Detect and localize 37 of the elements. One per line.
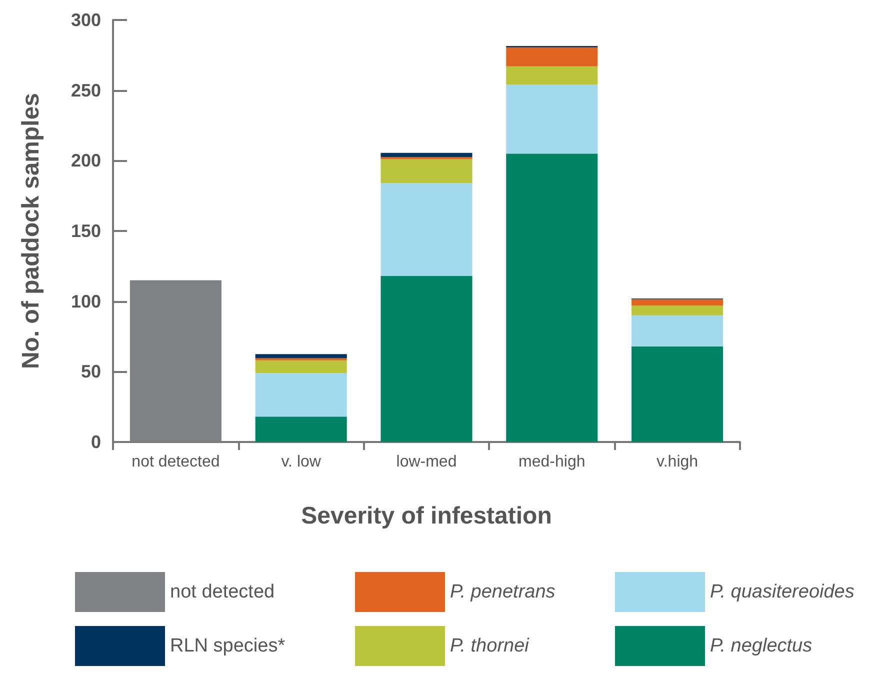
y-tick-label: 250 <box>70 80 101 100</box>
bar <box>255 354 347 358</box>
bar <box>506 66 598 85</box>
x-tick-label: v. low <box>281 454 322 470</box>
legend-label: P. thornei <box>450 636 530 656</box>
bar <box>506 154 598 442</box>
bar <box>632 306 724 316</box>
x-tick-label: low-med <box>396 454 457 470</box>
bar <box>380 276 472 442</box>
x-tick-label: v.high <box>656 454 698 470</box>
bar <box>506 47 598 66</box>
y-tick-label: 50 <box>80 362 101 382</box>
legend-label: P. quasitereoides <box>710 582 855 602</box>
bar <box>380 159 472 184</box>
y-tick-label: 100 <box>70 291 101 312</box>
bar <box>255 373 347 417</box>
bar <box>380 152 472 158</box>
x-axis-title: Severity of infestation <box>301 502 552 530</box>
y-tick-label: 150 <box>70 221 101 241</box>
y-tick-label: 0 <box>90 432 101 452</box>
legend-label: P. penetrans <box>450 582 556 602</box>
legend-label: RLN species* <box>170 636 286 656</box>
y-tick-label: 300 <box>70 10 101 30</box>
bar <box>380 183 472 276</box>
bar <box>632 346 724 442</box>
bar <box>255 360 347 374</box>
bar <box>255 416 347 442</box>
bar <box>632 315 724 346</box>
y-tick-label: 200 <box>70 150 101 171</box>
legend-label: not detected <box>170 582 275 602</box>
bar <box>632 299 724 306</box>
x-tick-label: med-high <box>518 454 586 470</box>
legend-label: P. neglectus <box>710 636 813 656</box>
bar <box>130 280 222 442</box>
x-tick-label: not detected <box>132 454 220 470</box>
y-axis-title: No. of paddock samples <box>18 92 44 370</box>
bar <box>506 84 598 154</box>
